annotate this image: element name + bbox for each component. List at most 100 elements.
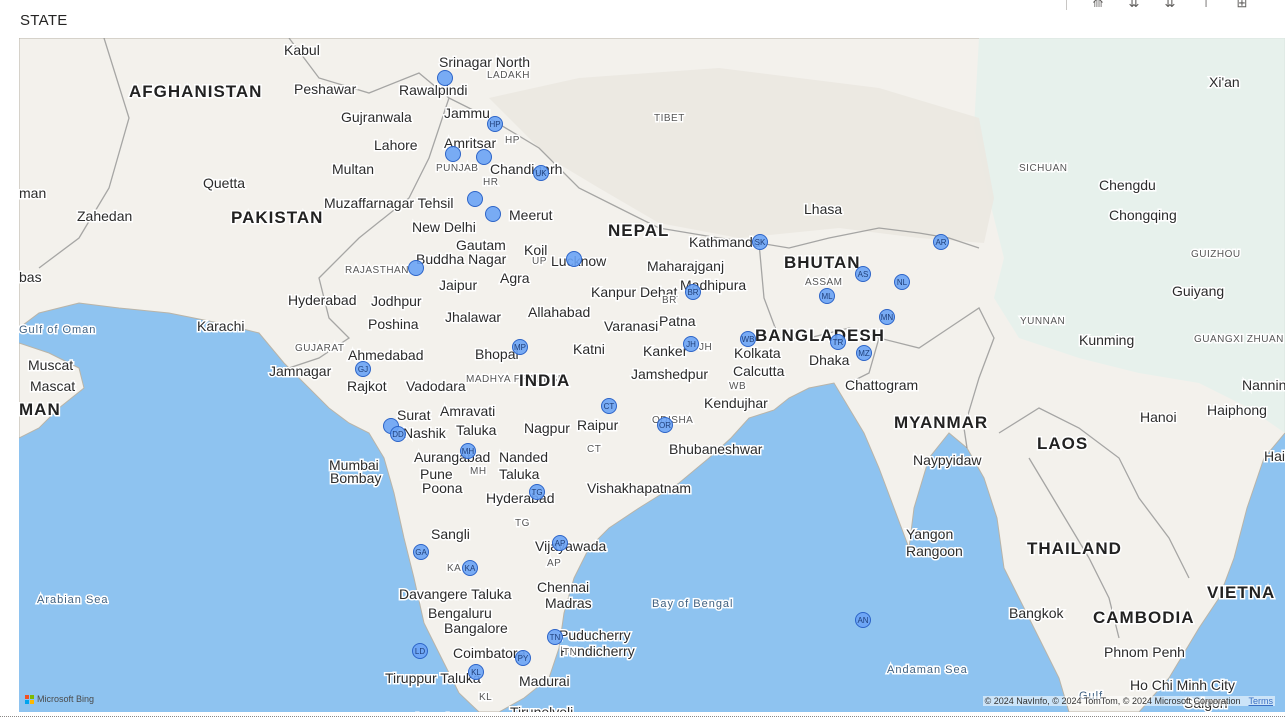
- state-marker[interactable]: [468, 192, 483, 207]
- map-label-region: RAJASTHAN: [345, 265, 409, 276]
- map-label-city: Lahore: [374, 137, 418, 153]
- map-label-city: Muscat: [28, 357, 73, 373]
- map-label-city: Tirunelveli: [510, 704, 573, 712]
- state-marker-code: WB: [742, 335, 755, 344]
- map-label-region: YUNNAN: [1020, 316, 1065, 327]
- map-label-water: Andaman Sea: [887, 664, 968, 676]
- map-label-city: Rajkot: [347, 378, 387, 394]
- state-marker-code: TR: [833, 338, 844, 347]
- map-label-region: TN: [563, 647, 577, 658]
- map-label-city: Haiphong: [1207, 402, 1267, 418]
- map-label-region: AP: [547, 558, 561, 569]
- drill-up-icon[interactable]: ⟰: [1087, 0, 1109, 10]
- map-label-city: Agra: [500, 270, 530, 286]
- state-marker-code: KL: [471, 668, 481, 677]
- map-label-city: Davangere Taluka: [399, 586, 512, 602]
- map-label-region: BR: [662, 295, 677, 306]
- map-label-city: Jamnagar: [269, 363, 332, 379]
- map-label-city: Guiyang: [1172, 283, 1224, 299]
- map-label-water: Arabian Sea: [37, 594, 109, 606]
- map-label-city: Jhalawar: [445, 309, 501, 325]
- state-marker-code: MZ: [858, 349, 870, 358]
- state-marker-code: BR: [687, 288, 698, 297]
- state-marker-code: UK: [535, 169, 547, 178]
- map-label-city: Katni: [573, 341, 605, 357]
- state-marker-code: MH: [462, 447, 475, 456]
- map-label-city: Maharajganj: [647, 258, 724, 274]
- map-label-city: Amravati: [440, 403, 495, 419]
- state-marker[interactable]: [486, 207, 501, 222]
- pin-icon[interactable]: ⊤: [1195, 0, 1217, 10]
- map-label-city: bas: [19, 269, 42, 285]
- map-label-city: Poshina: [368, 316, 419, 332]
- map-label-city: Quetta: [203, 175, 245, 191]
- map-label-city: Raipur: [577, 417, 619, 433]
- map-label-region: LADAKH: [487, 70, 530, 81]
- map-label-city: Hyderabad: [288, 292, 357, 308]
- terms-link[interactable]: Terms: [1249, 696, 1274, 706]
- bing-logo-text: Microsoft Bing: [37, 694, 94, 704]
- map-label-city: Kathmandu: [689, 234, 761, 250]
- map-label-country: MYANMAR: [894, 413, 988, 432]
- state-marker[interactable]: [438, 71, 453, 86]
- map-label-city: Madras: [545, 595, 592, 611]
- map-label-city: Naypyidaw: [913, 452, 982, 468]
- map-label-country: BANGLADESH: [755, 326, 885, 345]
- map-label-city: Ho Chi Minh City: [1130, 677, 1235, 693]
- map-canvas[interactable]: Kabul Srinagar North LADAKH AFGHANISTAN Pesh…: [19, 38, 1285, 712]
- map-label-city: Varanasi: [604, 318, 658, 334]
- map-label-city: Patna: [659, 313, 696, 329]
- map-label-city: Kendujhar: [704, 395, 768, 411]
- state-marker[interactable]: [567, 252, 582, 267]
- map-label-city: Vishakhapatnam: [587, 480, 691, 496]
- visual-header-toolbar: ⟰ ⇊ ⇊ ⊤ ⊞: [1066, 0, 1253, 10]
- map-label-city: Jaipur: [439, 277, 477, 293]
- state-marker[interactable]: [446, 147, 461, 162]
- map-label-city: New Delhi: [412, 219, 476, 235]
- map-label-city: Muzaffarnagar Tehsil: [324, 195, 453, 211]
- expand-all-icon[interactable]: ⇊: [1159, 0, 1181, 10]
- state-marker-code: SK: [755, 238, 766, 247]
- state-marker-code: GJ: [358, 365, 368, 374]
- map-label-region: KA: [447, 563, 461, 574]
- map-label-city: Rangoon: [906, 543, 963, 559]
- map-label-city: Tiruppur Taluka: [385, 670, 481, 686]
- map-label-city: Poona: [422, 480, 463, 496]
- map-label-city: Chengdu: [1099, 177, 1156, 193]
- map-label-city: Meerut: [509, 207, 553, 223]
- map-label-city: Chattogram: [845, 377, 918, 393]
- map-label-city: Nanning: [1242, 377, 1285, 393]
- drill-down-icon[interactable]: ⇊: [1123, 0, 1145, 10]
- map-label-city: Ahmedabad: [348, 347, 424, 363]
- map-label-city: Bhopal: [475, 346, 519, 362]
- state-marker[interactable]: [409, 261, 424, 276]
- map-label-city: Srinagar North: [439, 54, 530, 70]
- state-marker-code: OR: [659, 421, 671, 430]
- map-label-city: Nanded: [499, 449, 548, 465]
- map-label-country: PAKISTAN: [231, 208, 323, 227]
- map-label-city: Xi'an: [1209, 74, 1240, 90]
- map-label-city: Kanker: [643, 343, 688, 359]
- map-label-city: Vadodara: [406, 378, 466, 394]
- map-label-city: Trivandrum: [403, 710, 473, 712]
- map-label-country: NEPAL: [608, 221, 669, 240]
- map-label-country: THAILAND: [1027, 539, 1122, 558]
- state-marker-code: AP: [555, 539, 566, 548]
- state-marker-code: GA: [415, 548, 427, 557]
- map-label-city: Kunming: [1079, 332, 1134, 348]
- map-label-city: Calcutta: [733, 363, 785, 379]
- map-label-city: Bangalore: [444, 620, 508, 636]
- map-label-region: JH: [699, 342, 712, 353]
- state-marker[interactable]: [477, 150, 492, 165]
- map-label-city: Surat: [397, 407, 431, 423]
- map-label-region: ASSAM: [805, 277, 843, 288]
- focus-mode-icon[interactable]: ⊞: [1231, 0, 1253, 10]
- state-marker-code: AN: [857, 616, 868, 625]
- map-label-region: TG: [515, 518, 530, 529]
- state-marker-code: TN: [550, 633, 561, 642]
- map-label-city: Multan: [332, 161, 374, 177]
- state-marker-code: AR: [935, 238, 946, 247]
- map-label-city: Karachi: [197, 318, 244, 334]
- state-marker-code: MN: [881, 313, 894, 322]
